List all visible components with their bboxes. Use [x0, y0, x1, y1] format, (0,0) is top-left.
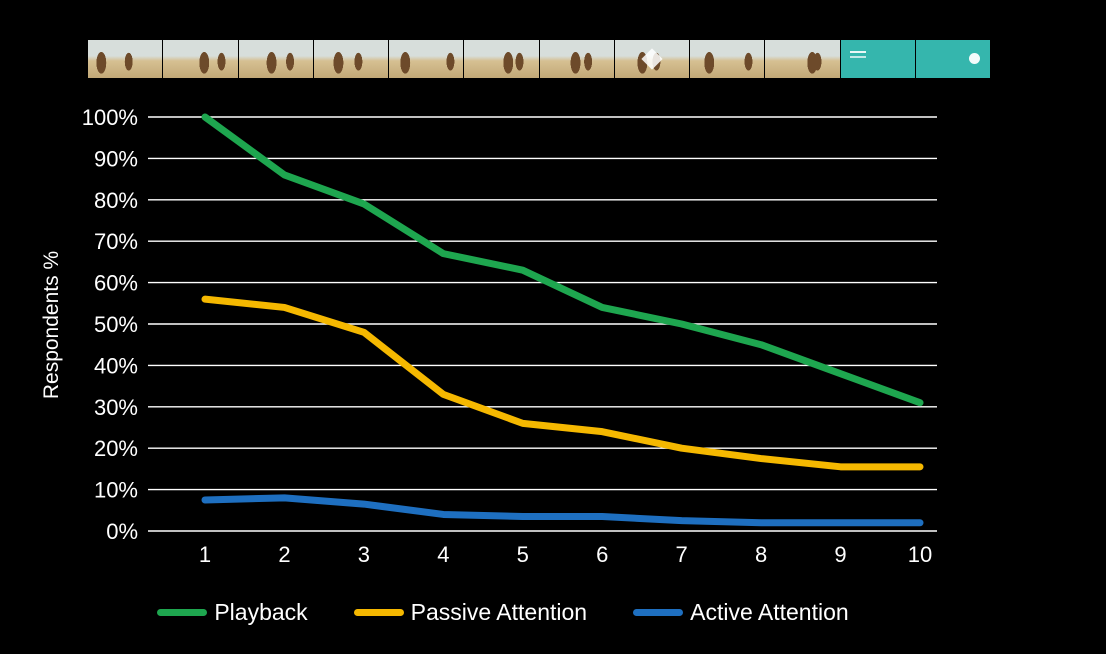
y-tick-label: 0% [106, 519, 138, 544]
line-chart: 0% 10% 20% 30% 40% 50% 60% 70% 80% 90% 100% 1 2 3 4 5 6 7… [82, 105, 937, 567]
filmstrip-frame-endcard [840, 40, 915, 78]
legend-swatch [157, 609, 208, 616]
series-line-playback [201, 113, 924, 407]
legend-item-active-attention: Active Attention [633, 599, 849, 626]
y-tick-label: 70% [94, 229, 138, 254]
x-tick-label: 7 [676, 542, 688, 567]
x-tick-label: 5 [517, 542, 529, 567]
filmstrip-frame-scene [88, 40, 163, 78]
series-line-active-attention [201, 494, 924, 527]
legend-label: Playback [214, 599, 308, 625]
legend-label: Active Attention [690, 599, 849, 625]
y-tick-label: 80% [94, 188, 138, 213]
x-tick-label: 4 [437, 542, 449, 567]
filmstrip-frame-scene [765, 40, 840, 78]
y-tick-label: 60% [94, 271, 138, 296]
filmstrip-frame-scene [238, 40, 313, 78]
x-tick-label: 6 [596, 542, 608, 567]
x-tick-label: 3 [358, 542, 370, 567]
legend-item-playback: Playback [157, 599, 308, 626]
filmstrip-frame-scene [464, 40, 539, 78]
filmstrip-frame-scene [313, 40, 388, 78]
x-tick-label: 10 [908, 542, 932, 567]
legend-swatch [633, 609, 684, 616]
x-tick-label: 1 [199, 542, 211, 567]
filmstrip-frame-scene [539, 40, 614, 78]
filmstrip-frame-scene [690, 40, 765, 78]
y-tick-label: 40% [94, 353, 138, 378]
legend-label: Passive Attention [410, 599, 588, 625]
filmstrip-frame-scene [389, 40, 464, 78]
x-tick-label: 2 [278, 542, 290, 567]
y-tick-label: 50% [94, 312, 138, 337]
y-tick-label: 30% [94, 395, 138, 420]
y-tick-label: 10% [94, 478, 138, 503]
series-line-passive-attention [201, 295, 924, 471]
filmstrip-frame-scene [614, 40, 689, 78]
video-filmstrip [88, 40, 990, 78]
y-tick-label: 20% [94, 436, 138, 461]
x-tick-label: 8 [755, 542, 767, 567]
filmstrip-frame-scene [163, 40, 238, 78]
filmstrip-frame-endcard [915, 40, 990, 78]
legend-swatch [353, 609, 404, 616]
legend-item-passive-attention: Passive Attention [353, 599, 588, 626]
chart-legend: Playback Passive Attention Active Attentio… [0, 599, 1006, 626]
x-tick-label: 9 [834, 542, 846, 567]
y-tick-label: 100% [82, 105, 138, 130]
y-tick-label: 90% [94, 146, 138, 171]
